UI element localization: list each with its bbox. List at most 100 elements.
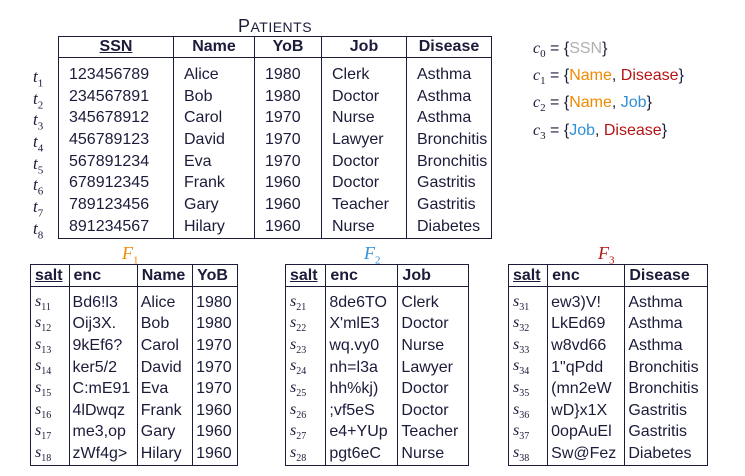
fragment-row: s31 ew3)V! Asthma	[507, 286, 708, 314]
cell-yob: 1960	[254, 194, 322, 216]
constraint-close: }	[678, 67, 684, 85]
cell-name: David	[173, 129, 255, 151]
cell-enc: X'mlE3	[325, 313, 399, 336]
row-label: t8	[33, 218, 44, 242]
cell-enc: wD}x1X	[547, 399, 626, 422]
cell-yob: 1960	[254, 215, 322, 238]
salt-subscript: 18	[41, 453, 52, 465]
patients-title-first: P	[237, 16, 251, 36]
constraint-open: = {	[545, 94, 570, 112]
salt-symbol: s	[513, 357, 520, 375]
row-label-symbol: t	[33, 67, 38, 86]
constraint-subscript: 1	[540, 75, 546, 88]
cell-disease: Gastritis	[406, 194, 492, 216]
cell-salt: s16	[30, 399, 70, 422]
cell-enc: LkEd69	[547, 313, 626, 336]
salt-subscript: 26	[296, 409, 307, 421]
patient-row: 678912345 Frank 1960 Doctor Gastritis	[58, 172, 492, 195]
salt-symbol: s	[513, 335, 520, 353]
cell-yob: 1960	[192, 421, 238, 444]
cell-salt: s21	[284, 286, 327, 314]
cell-disease: Bronchitis	[624, 378, 708, 400]
salt-subscript: 33	[519, 345, 530, 357]
salt-symbol: s	[290, 422, 297, 440]
fragment-header-yob: YoB	[192, 264, 238, 287]
salt-symbol: s	[290, 357, 297, 375]
constraint-line: c3 = {Job, Disease}	[533, 120, 684, 147]
cell-salt: s23	[284, 335, 327, 357]
fragment-header-label: salt	[513, 266, 541, 284]
fragment-row: s24 nh=l3a Lawyer	[284, 356, 469, 379]
fragment-row: s16 4lDwqz Frank 1960	[30, 399, 238, 422]
salt-subscript: 11	[41, 301, 51, 313]
cell-yob: 1960	[192, 443, 238, 466]
row-label-symbol: t	[33, 132, 38, 152]
salt-subscript: 38	[519, 453, 530, 465]
cell-ssn: 345678912	[58, 107, 174, 130]
salt-symbol: s	[513, 443, 520, 461]
salt-symbol: s	[35, 422, 42, 440]
cell-salt: s24	[284, 356, 327, 379]
row-label-subscript: 5	[37, 164, 44, 177]
row-label-subscript: 6	[37, 185, 44, 198]
cell-job: Nurse	[397, 443, 469, 466]
fragment-header-label: YoB	[197, 266, 228, 284]
constraint-close: }	[661, 121, 668, 139]
patient-row: 891234567 Hilary 1960 Nurse Diabetes	[58, 215, 492, 238]
cell-job: Lawyer	[321, 129, 407, 151]
row-label: t6	[33, 174, 44, 198]
fragment-row: s17 me3,op Gary 1960	[30, 421, 238, 444]
cell-name: Hilary	[173, 215, 255, 238]
cell-disease: Gastritis	[406, 172, 492, 195]
salt-symbol: s	[35, 357, 42, 375]
cell-ssn: 234567891	[58, 85, 174, 108]
salt-symbol: s	[290, 314, 297, 332]
row-label: t7	[33, 196, 43, 219]
cell-job: Clerk	[397, 286, 469, 314]
salt-subscript: 12	[41, 323, 52, 335]
f2-sub: 2	[375, 254, 381, 267]
constraint-separator: ,	[611, 67, 621, 85]
cell-enc: w8vd66	[547, 335, 626, 357]
fragment-table-f2: salt enc Job s21 8de6TO Clerk s22 X'mlE3 Doctor s…	[284, 264, 469, 466]
constraint-attribute: Job	[620, 94, 647, 112]
cell-job: Clerk	[321, 57, 407, 86]
cell-salt: s31	[507, 286, 549, 314]
fragment-row: s35 (mn2eW Bronchitis	[507, 378, 708, 400]
constraints-list: c0 = {SSN} c1 = {Name, Disease} c2 = {Name…	[533, 38, 684, 147]
fragment-header-enc: enc	[325, 264, 399, 287]
cell-name: Alice	[173, 57, 255, 86]
fragment-header-label: enc	[73, 266, 102, 284]
fragment-table-f1: salt enc Name YoB s11 Bd6!l3 Alice 1980 s12 Oij3X…	[30, 264, 238, 466]
fragment-row: s12 Oij3X. Bob 1980	[30, 313, 238, 336]
constraint-attribute: Disease	[620, 67, 679, 85]
row-label-symbol: t	[33, 153, 38, 173]
cell-enc: e4+YUp	[325, 421, 399, 444]
cell-yob: 1970	[254, 129, 322, 151]
salt-symbol: s	[290, 443, 297, 461]
fragment-header-job: Job	[397, 264, 469, 287]
fragment-row: s22 X'mlE3 Doctor	[284, 313, 469, 336]
constraint-open: = {	[545, 67, 570, 85]
row-label-subscript: 8	[37, 229, 44, 242]
header-ssn: SSN	[58, 36, 174, 58]
cell-disease: Bronchitis	[406, 129, 492, 151]
cell-job: Teacher	[321, 194, 407, 216]
fragment-title-f2: F2	[364, 243, 381, 267]
fragment-header-row: salt enc Name YoB	[30, 264, 238, 287]
cell-name: Carol	[136, 335, 194, 357]
cell-disease: Asthma	[624, 335, 708, 357]
row-label: t4	[33, 131, 43, 154]
f2-name: F	[364, 243, 375, 263]
cell-yob: 1980	[254, 57, 322, 86]
salt-subscript: 21	[296, 301, 307, 313]
cell-ssn: 567891234	[58, 150, 174, 173]
row-label-symbol: t	[33, 88, 38, 108]
f1-name: F	[122, 243, 133, 263]
cell-enc: nh=l3a	[325, 356, 399, 379]
salt-symbol: s	[513, 292, 520, 310]
cell-salt: s18	[30, 443, 70, 466]
fragment-row: s34 1"qPdd Bronchitis	[507, 356, 708, 379]
row-label-symbol: t	[33, 110, 38, 130]
header-ssn-label: SSN	[99, 38, 133, 55]
